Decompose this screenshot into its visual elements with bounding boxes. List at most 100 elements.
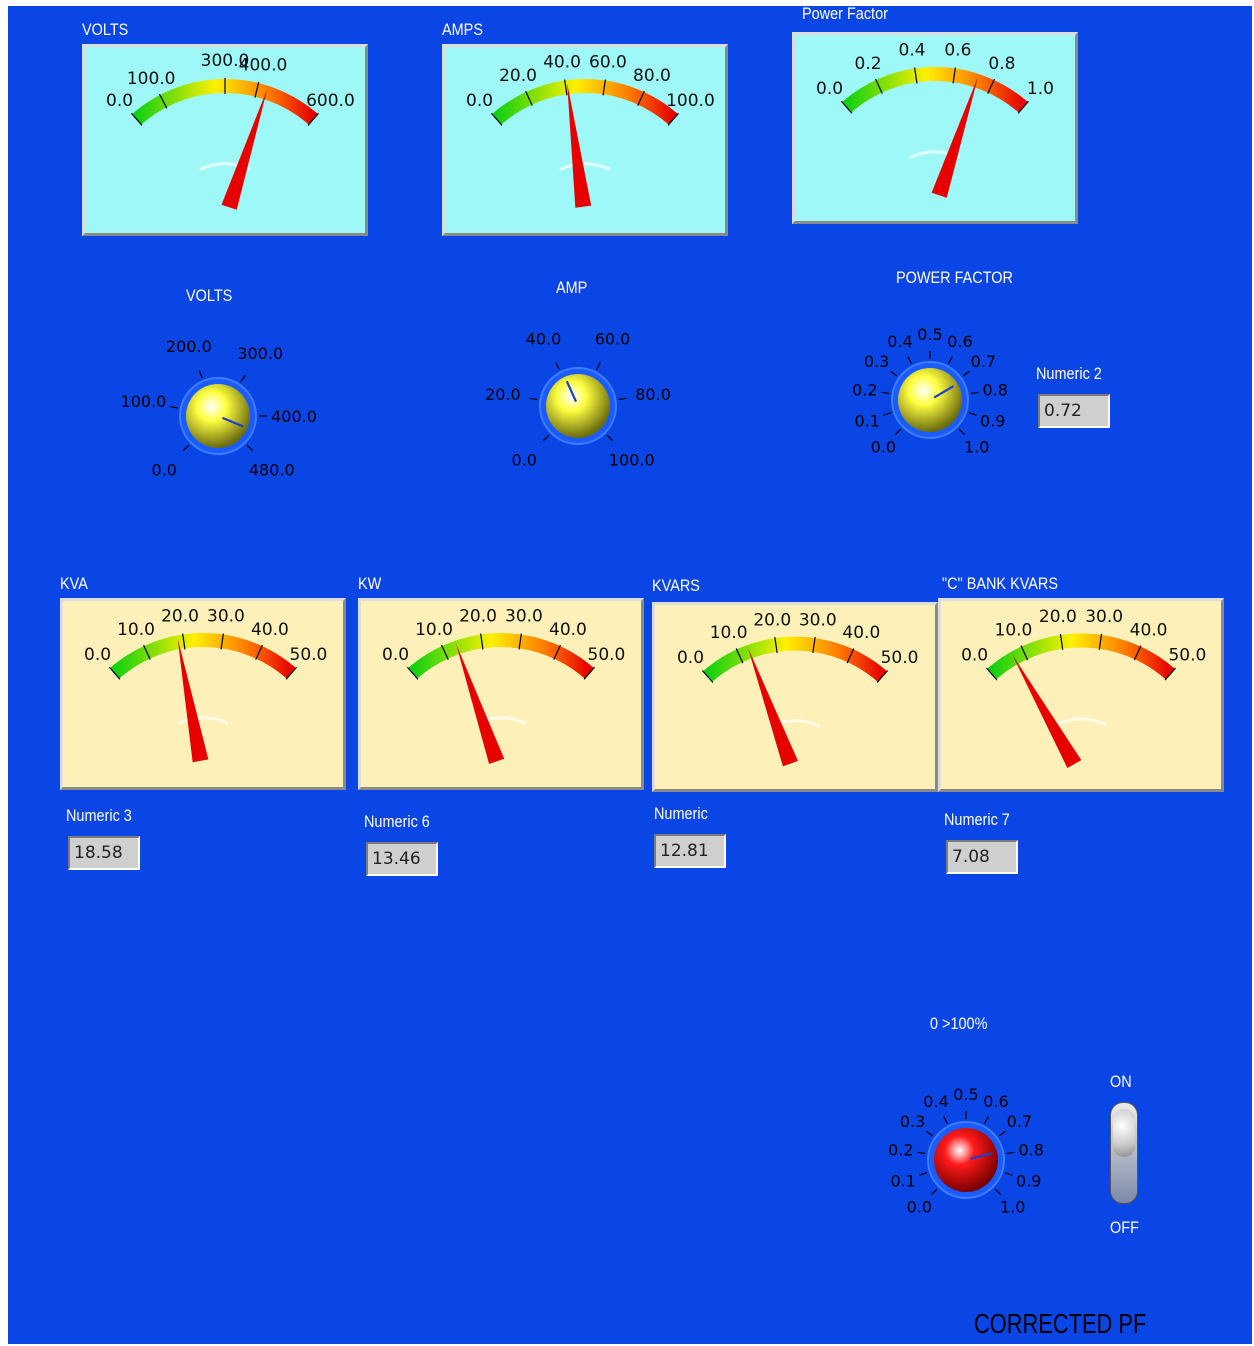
meter-needle <box>456 643 505 764</box>
knob-pointer <box>933 385 954 399</box>
meter-tick-label: 100.0 <box>127 69 176 89</box>
meter-glare-arc <box>1055 717 1107 727</box>
meter-c-bank-kvars-label: "C" BANK KVARS <box>942 574 1058 593</box>
meter-face: 0.010.020.0 30.040.050.0 <box>677 610 918 767</box>
meter-face: 0.0 0.2 0.4 0.6 0.8 1.0 <box>816 41 1054 198</box>
meter-amps-label: AMPS <box>442 20 483 39</box>
meter-tick-label: 0.0 <box>466 91 493 111</box>
meter-tick <box>1098 633 1103 650</box>
meter-needle <box>221 88 268 210</box>
knob-tick-label: 0.9 <box>980 411 1005 430</box>
meter-tick <box>1017 100 1030 114</box>
amp-knob[interactable]: 0.0 20.0 40.0 60.0 80.0 100.0 <box>478 306 678 506</box>
knob-tick <box>881 391 890 395</box>
meter-tick-label: 0.2 <box>855 54 882 74</box>
volts-knob[interactable]: 0.0 100.0 200.0 300.0 400.0 480.0 <box>118 316 318 516</box>
knob-tick <box>618 397 627 401</box>
knob-tick <box>246 444 254 452</box>
numeric-6-field[interactable]: 13.46 <box>366 842 438 876</box>
toggle-switch-lever[interactable] <box>1113 1109 1135 1157</box>
meter-tick-label: 20.0 <box>1039 607 1077 627</box>
knob-tick-label: 0.0 <box>871 438 896 457</box>
knob-tick <box>998 1130 1006 1137</box>
meter-tick-label: 400.0 <box>239 56 288 76</box>
knob-body[interactable] <box>898 368 962 432</box>
meter-tick <box>564 79 568 96</box>
meter-tick-label: 10.0 <box>710 623 748 643</box>
knob-pointer <box>970 1152 993 1160</box>
numeric-field[interactable]: 12.81 <box>654 834 726 868</box>
meter-tick-label: 100.0 <box>666 91 715 111</box>
meter-needle <box>748 647 798 767</box>
meter-tick-label: 10.0 <box>117 620 155 640</box>
meter-tick <box>254 81 260 98</box>
meter-power-factor-label: Power Factor <box>802 4 888 23</box>
knob-tick <box>182 444 190 452</box>
meter-tick-label: 0.0 <box>816 79 843 99</box>
knob-tick <box>943 1116 948 1124</box>
numeric-3-label: Numeric 3 <box>66 806 132 825</box>
meter-scale-band <box>842 67 1028 113</box>
knob-tick-label: 480.0 <box>249 461 295 480</box>
meter-kw-label: KW <box>358 574 382 593</box>
knob-tick <box>894 428 902 436</box>
meter-face: 0.0 20.0 40.0 60.0 80.0 100.0 <box>466 53 715 208</box>
meter-face: 0.010.020.0 30.040.050.0 <box>84 607 327 763</box>
numeric-label: Numeric <box>654 804 708 823</box>
meter-tick-label: 0.0 <box>961 646 988 666</box>
power-factor-meter: 0.0 0.2 0.4 0.6 0.8 1.0 <box>792 32 1078 224</box>
front-panel: VOLTS AMPS Power Factor 0.0 100.0 300.0 400… <box>8 4 1252 1344</box>
kvars-meter: 0.0 10.0 20.0 30.0 40.0 50.0 <box>652 602 938 792</box>
meter-tick <box>108 666 121 680</box>
meter-tick-label: 80.0 <box>633 66 671 86</box>
knob-body[interactable] <box>186 384 250 448</box>
numeric-3-field[interactable]: 18.58 <box>68 836 140 870</box>
corrected-pf-label: CORRECTED PF <box>974 1308 1147 1339</box>
meter-tick-label: 1.0 <box>1027 79 1054 99</box>
meter-tick <box>490 112 503 126</box>
knob-body[interactable] <box>934 1128 998 1192</box>
knob-tick-label: 0.2 <box>888 1141 913 1160</box>
meter-tick-label: 0.0 <box>84 645 111 665</box>
meter-tick-label: 20.0 <box>161 607 199 627</box>
meter-tick-label: 40.0 <box>1130 620 1168 640</box>
knob-tick-label: 200.0 <box>166 337 212 356</box>
meter-tick <box>130 112 143 126</box>
knob-tick-label: 80.0 <box>635 385 671 404</box>
knob-tick <box>555 362 560 370</box>
knob-tick-label: 1.0 <box>1000 1198 1025 1217</box>
knob-tick-label: 1.0 <box>964 438 989 457</box>
knob-body[interactable] <box>546 374 610 438</box>
knob-pointer <box>565 380 578 403</box>
meter-tick <box>637 90 645 106</box>
knob-tick-label: 0.9 <box>1016 1171 1041 1190</box>
correction-knob[interactable]: 0.0 0.1 0.2 0.3 0.4 0.5 0.6 0.7 0.8 0.9 1.0 <box>866 1060 1066 1260</box>
meter-scale-band <box>703 636 887 682</box>
meter-tick-label: 10.0 <box>995 620 1033 640</box>
knob-tick-label: 0.6 <box>947 332 972 351</box>
meter-tick <box>812 637 816 654</box>
knob-tick-label: 0.5 <box>917 325 942 344</box>
on-off-toggle-switch[interactable] <box>1110 1102 1138 1204</box>
knob-tick-label: 0.0 <box>152 461 177 480</box>
meter-tick-label: 30.0 <box>505 607 543 627</box>
knob-tick-label: 0.7 <box>971 352 996 371</box>
knob-tick-label: 100.0 <box>121 392 167 411</box>
knob-tick-label: 0.8 <box>982 381 1007 400</box>
numeric-7-field[interactable]: 7.08 <box>946 840 1018 874</box>
numeric-2-field[interactable]: 0.72 <box>1038 394 1110 428</box>
meter-tick <box>914 67 918 84</box>
meter-tick <box>774 637 778 654</box>
correction-knob-label: 0 >100% <box>930 1014 988 1033</box>
power-factor-knob[interactable]: 0.0 0.1 0.2 0.3 0.4 0.5 0.6 0.7 0.8 0.9 1.0 <box>830 300 1030 500</box>
knob-tick-label: 0.8 <box>1018 1141 1043 1160</box>
meter-tick <box>553 644 561 660</box>
meter-tick <box>876 670 889 683</box>
meter-tick-label: 600.0 <box>306 91 355 111</box>
knob-graphic: 0.0 0.1 0.2 0.30.4 0.5 0.60.7 0.8 0.9 1.0 <box>852 325 1008 457</box>
knob-tick <box>542 434 550 442</box>
meter-tick <box>1164 667 1176 681</box>
meter-tick-label: 30.0 <box>207 607 245 627</box>
knob-tick-label: 0.3 <box>864 352 889 371</box>
meter-tick-label: 20.0 <box>499 66 537 86</box>
